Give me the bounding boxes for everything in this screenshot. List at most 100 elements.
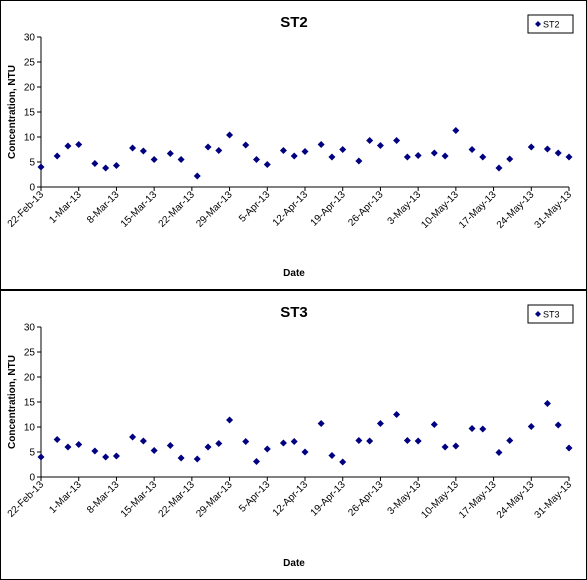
legend-marker [535,21,541,27]
point [129,433,137,441]
point [452,442,460,450]
point [479,153,487,161]
point [193,455,201,463]
point [102,453,110,461]
point [226,416,234,424]
point [37,453,45,461]
point [91,160,99,167]
legend-marker [535,311,541,317]
point [204,143,212,151]
point [414,437,422,445]
point [554,421,562,429]
y-tick-label: 15 [24,108,36,119]
point [565,444,573,452]
point [441,443,449,451]
point [112,162,120,169]
point [37,163,45,171]
point [339,146,347,153]
point [393,137,401,144]
point [527,423,535,430]
legend-label: ST3 [543,310,560,320]
point [177,454,185,462]
y-tick-label: 30 [24,33,36,44]
point [177,156,185,163]
point [150,447,158,454]
chart-frame [0,290,587,580]
point [355,157,363,165]
y-tick-label: 25 [24,348,36,359]
point [53,152,61,160]
point [495,164,503,172]
point [290,152,298,160]
point [414,152,422,159]
point [193,172,201,180]
point [441,152,449,160]
y-tick-label: 20 [24,83,36,94]
point [64,443,72,451]
point [317,141,325,148]
point [301,148,309,155]
point [393,411,401,418]
point [366,137,374,144]
point [328,452,336,459]
point [242,438,250,445]
point [339,458,347,466]
point [376,142,384,149]
point [301,448,309,456]
point [279,147,287,154]
point [506,155,514,163]
point [215,440,223,447]
point [263,161,271,168]
point [430,421,438,428]
point [355,437,363,444]
point [253,156,261,163]
point [479,425,487,433]
point [242,141,250,149]
chart-title: ST2 [280,14,308,31]
point [543,400,551,407]
point [204,443,212,451]
y-axis-label: Concentration, NTU [7,65,18,159]
y-tick-label: 5 [29,448,35,459]
point [468,146,476,153]
y-tick-label: 5 [29,158,35,169]
point [468,425,476,432]
point [64,142,72,150]
point [139,437,147,445]
point [75,441,83,448]
point [112,452,120,460]
point [279,439,287,447]
point [150,156,158,163]
point [226,131,234,139]
point [527,143,535,151]
point [376,420,384,427]
point [328,153,336,161]
point [53,436,61,443]
legend-box [527,304,574,324]
point [166,442,174,449]
y-tick-label: 10 [24,133,36,144]
y-tick-label: 25 [24,58,36,69]
point [129,144,137,152]
y-tick-label: 10 [24,423,36,434]
point [543,145,551,153]
point [430,149,438,157]
x-axis-label: Date [283,558,305,569]
point [317,420,325,427]
point [215,147,223,154]
y-tick-label: 20 [24,373,36,384]
point [253,458,261,465]
y-axis-label: Concentration, NTU [7,355,18,449]
point [139,147,147,155]
point [366,437,374,445]
point [75,141,83,148]
point [102,164,110,172]
point [290,438,298,445]
point [554,149,562,157]
point [263,445,271,453]
chart-frame [0,0,587,290]
legend-box [527,14,574,34]
y-tick-label: 0 [29,183,35,194]
point [565,153,573,161]
